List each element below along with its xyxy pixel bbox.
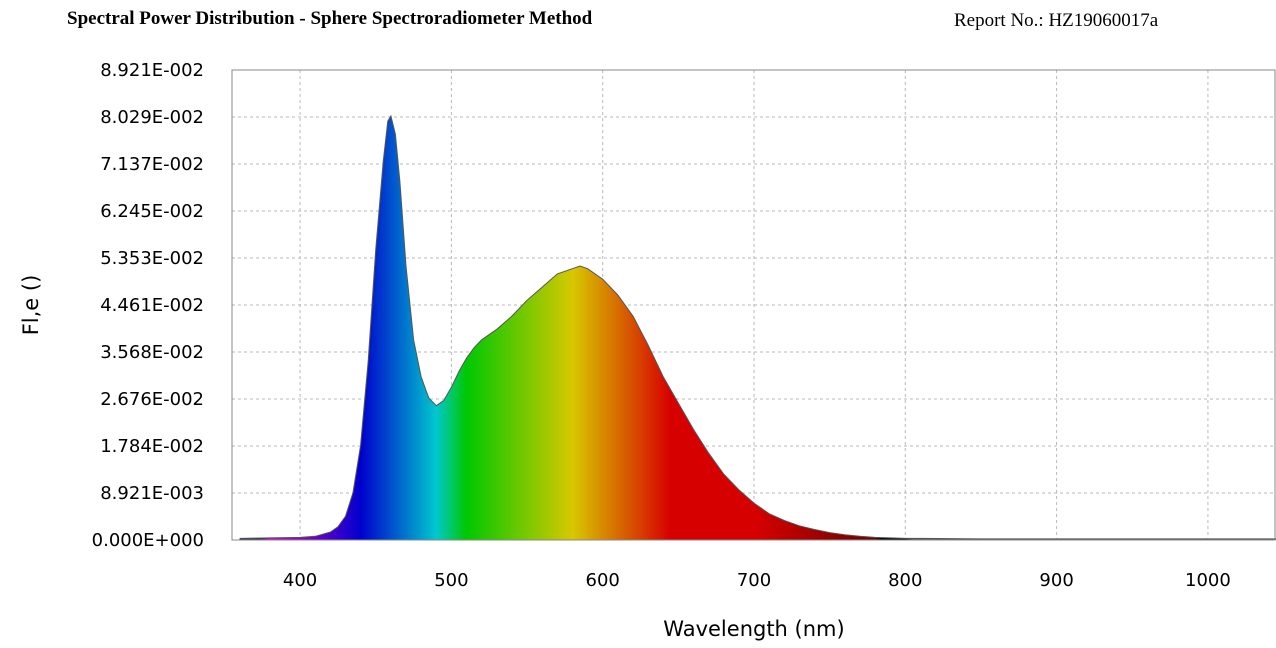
y-axis-title: Fl,e () [19, 275, 43, 336]
x-axis-ticks: 400 500 600 700 800 900 1000 [283, 570, 1231, 591]
y-tick-label: 5.353E-002 [100, 248, 204, 269]
y-tick-label: 1.784E-002 [100, 436, 204, 457]
y-tick-label: 2.676E-002 [100, 389, 204, 410]
y-tick-label: 6.245E-002 [100, 201, 204, 222]
y-tick-label: 4.461E-002 [100, 295, 204, 316]
y-axis-ticks: 0.000E+000 8.921E-003 1.784E-002 2.676E-002… [92, 60, 204, 551]
y-tick-label: 7.137E-002 [100, 154, 204, 175]
x-tick-label: 700 [737, 570, 771, 591]
y-tick-label: 8.921E-002 [100, 60, 204, 81]
spd-outline [239, 114, 1276, 540]
x-axis-title: Wavelength (nm) [663, 617, 844, 641]
report-number: Report No.: HZ19060017a [954, 10, 1159, 31]
plot-frame [231, 69, 1276, 541]
x-tick-label: 900 [1039, 570, 1073, 591]
y-tick-label: 8.029E-002 [100, 107, 204, 128]
chart-title: Spectral Power Distribution - Sphere Spe… [67, 8, 593, 29]
spd-area [239, 115, 1276, 540]
y-tick-label: 0.000E+000 [92, 530, 204, 551]
y-tick-label: 8.921E-003 [100, 483, 204, 504]
x-tick-label: 1000 [1185, 570, 1231, 591]
y-tick-label: 3.568E-002 [100, 342, 204, 363]
x-tick-label: 600 [586, 570, 620, 591]
x-tick-label: 500 [434, 570, 468, 591]
x-tick-label: 400 [283, 570, 317, 591]
x-tick-label: 800 [888, 570, 922, 591]
